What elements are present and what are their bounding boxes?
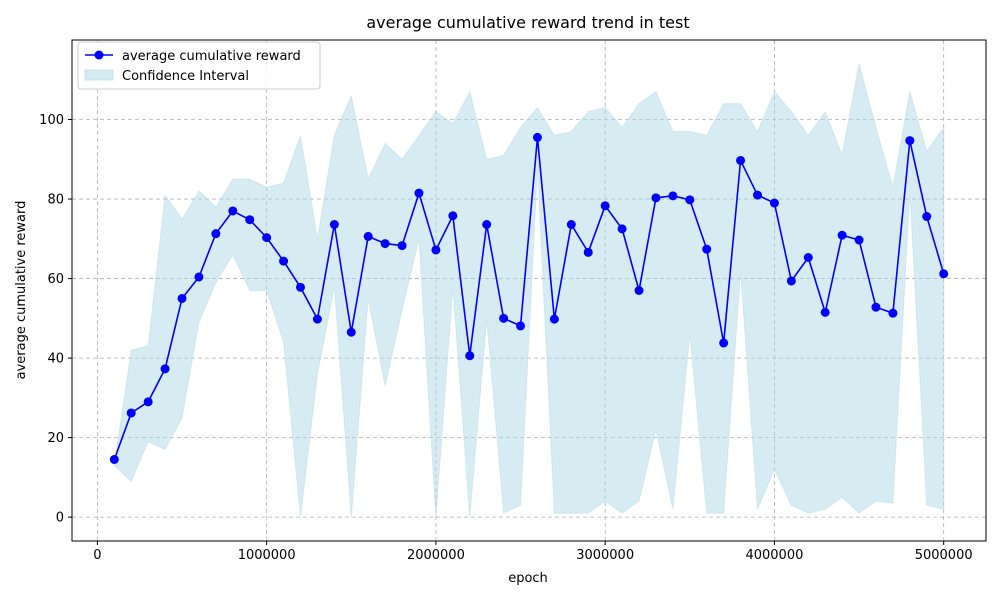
legend-box: [77, 41, 321, 90]
data-point: [736, 155, 746, 165]
data-point: [837, 230, 847, 240]
legend-label-confidence: Confidence Interval: [122, 69, 249, 84]
y-tick-label: 20: [47, 431, 64, 446]
data-point: [549, 314, 559, 324]
legend-label-series: average cumulative reward: [122, 49, 301, 64]
x-axis-ticks: 0 1000000 2000000 3000000 4000000 5000000: [93, 541, 973, 563]
data-point: [583, 247, 593, 257]
data-point: [922, 212, 932, 222]
data-point: [702, 244, 712, 254]
data-point: [719, 338, 729, 348]
data-point: [668, 191, 678, 201]
y-tick-label: 40: [47, 352, 64, 367]
y-tick-label: 80: [47, 193, 64, 208]
data-point: [465, 351, 475, 361]
data-point: [143, 397, 153, 407]
series-points-layer: [109, 132, 949, 464]
data-point: [211, 229, 221, 239]
data-point: [109, 454, 119, 464]
confidence-band-layer: [113, 63, 945, 518]
data-point: [448, 211, 458, 221]
data-point: [431, 245, 441, 255]
data-point: [228, 206, 238, 216]
y-tick-label: 0: [56, 511, 64, 526]
data-point: [177, 293, 187, 303]
data-point: [499, 313, 509, 323]
data-point: [414, 188, 424, 198]
data-point: [516, 321, 526, 331]
legend: average cumulative reward Confidence Int…: [77, 41, 321, 90]
confidence-interval-band: [113, 63, 945, 518]
data-point: [262, 233, 272, 243]
data-point: [685, 195, 695, 205]
data-point: [380, 239, 390, 249]
data-point: [279, 256, 289, 266]
data-point: [905, 136, 915, 146]
data-point: [160, 364, 170, 374]
chart-title: average cumulative reward trend in test: [366, 13, 689, 32]
y-axis-label: average cumulative reward: [14, 201, 29, 380]
legend-band-swatch: [84, 69, 114, 81]
data-point: [482, 220, 492, 229]
data-point: [888, 308, 898, 318]
data-point: [786, 276, 796, 286]
y-tick-label: 100: [39, 113, 64, 128]
data-point: [769, 198, 779, 208]
data-point: [871, 302, 881, 312]
x-tick-label: 4000000: [745, 548, 803, 563]
y-tick-label: 60: [47, 272, 64, 287]
x-tick-label: 2000000: [407, 548, 465, 563]
x-tick-label: 5000000: [915, 548, 973, 563]
data-point: [363, 231, 373, 241]
data-point: [346, 327, 356, 337]
data-point: [651, 193, 661, 203]
data-point: [566, 220, 576, 229]
data-point: [939, 269, 949, 279]
x-tick-label: 3000000: [576, 548, 634, 563]
data-point: [820, 307, 830, 317]
data-point: [397, 241, 407, 251]
data-point: [634, 286, 644, 295]
data-point: [194, 272, 204, 282]
data-point: [296, 282, 305, 292]
data-point: [126, 408, 136, 418]
x-tick-label: 0: [93, 548, 101, 563]
data-point: [854, 235, 864, 245]
data-point: [312, 314, 322, 324]
legend-marker-swatch: [94, 50, 104, 60]
x-axis-label: epoch: [508, 571, 548, 586]
data-point: [329, 220, 339, 229]
data-point: [532, 132, 542, 142]
data-point: [245, 215, 255, 225]
data-point: [753, 190, 762, 200]
data-point: [600, 201, 610, 211]
plot-frame: [71, 39, 987, 542]
data-point: [803, 253, 813, 262]
y-axis-ticks: 0 20 40 60 80 100: [39, 113, 72, 526]
x-tick-label: 1000000: [238, 548, 296, 563]
data-point: [617, 224, 627, 234]
